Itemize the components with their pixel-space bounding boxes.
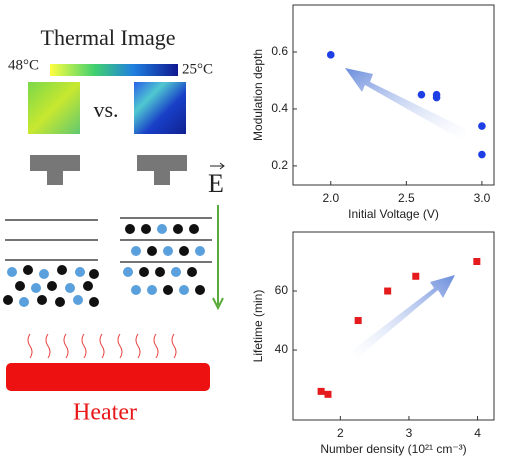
particle bbox=[73, 295, 83, 305]
particle bbox=[179, 246, 189, 256]
x-tick-label: 4 bbox=[474, 426, 481, 440]
y-tick-label: 0.6 bbox=[271, 44, 288, 58]
y-tick-label: 0.4 bbox=[271, 101, 288, 115]
x-tick-label: 2 bbox=[337, 426, 344, 440]
particle bbox=[57, 265, 67, 275]
cold-label: 25°C bbox=[182, 61, 213, 77]
particle bbox=[7, 267, 17, 277]
particle bbox=[195, 246, 205, 256]
particle bbox=[195, 285, 205, 295]
particle bbox=[75, 267, 85, 277]
particle bbox=[47, 281, 57, 291]
particle bbox=[65, 283, 75, 293]
particle bbox=[163, 246, 173, 256]
particle bbox=[83, 281, 93, 291]
particle bbox=[123, 267, 133, 277]
particle bbox=[187, 267, 197, 277]
trend-arrow bbox=[345, 68, 468, 140]
hot-label: 48°C bbox=[8, 57, 39, 73]
particle bbox=[131, 246, 141, 256]
x-tick-label: 2.5 bbox=[398, 191, 415, 205]
data-point bbox=[324, 390, 332, 398]
colorbar bbox=[50, 64, 178, 76]
particle bbox=[141, 224, 151, 234]
x-axis-label: Number density (10²¹ cm⁻³) bbox=[320, 442, 466, 456]
data-point bbox=[478, 122, 486, 130]
particle bbox=[157, 224, 167, 234]
particle bbox=[37, 295, 47, 305]
electrode bbox=[30, 155, 80, 185]
particle bbox=[147, 246, 157, 256]
particle bbox=[89, 269, 99, 279]
data-point bbox=[384, 287, 392, 295]
field-arrow bbox=[212, 205, 224, 311]
particle bbox=[55, 297, 65, 307]
particle bbox=[89, 297, 99, 307]
particle bbox=[3, 295, 13, 305]
field-label: E bbox=[208, 169, 224, 198]
particle bbox=[147, 285, 157, 295]
heater bbox=[6, 363, 210, 391]
particle bbox=[189, 224, 199, 234]
particle bbox=[39, 269, 49, 279]
electrode bbox=[137, 155, 187, 185]
y-axis-label: Modulation depth bbox=[251, 49, 265, 141]
heat-waves bbox=[27, 333, 177, 359]
layers bbox=[5, 217, 212, 263]
thermal-image-cold bbox=[134, 82, 186, 134]
data-point bbox=[317, 387, 325, 395]
y-tick-label: 40 bbox=[275, 342, 289, 356]
trend-arrow bbox=[350, 275, 455, 360]
particle bbox=[15, 281, 25, 291]
x-tick-label: 2.0 bbox=[322, 191, 339, 205]
x-tick-label: 3.0 bbox=[474, 191, 491, 205]
y-tick-label: 60 bbox=[275, 283, 289, 297]
x-tick-label: 3 bbox=[406, 426, 413, 440]
data-point bbox=[478, 150, 486, 159]
particle bbox=[173, 224, 183, 234]
data-point bbox=[412, 272, 420, 280]
y-axis-label: Lifetime (min) bbox=[251, 290, 265, 363]
y-tick-label: 0.2 bbox=[271, 158, 288, 172]
particle bbox=[179, 285, 189, 295]
particle bbox=[125, 224, 135, 234]
thermal-image-hot bbox=[28, 82, 80, 134]
vector-arrow bbox=[210, 162, 225, 170]
heater-label: Heater bbox=[73, 400, 137, 426]
data-point bbox=[326, 51, 335, 59]
particle bbox=[131, 285, 141, 295]
data-point bbox=[432, 93, 441, 102]
data-point bbox=[354, 317, 362, 325]
particle bbox=[31, 283, 41, 293]
particle bbox=[23, 265, 33, 275]
particle bbox=[155, 267, 165, 277]
thermal-title: Thermal Image bbox=[41, 25, 176, 50]
versus: vs. bbox=[93, 97, 118, 122]
data-point bbox=[417, 90, 426, 99]
particle bbox=[163, 285, 173, 295]
particle bbox=[139, 267, 149, 277]
particle bbox=[171, 267, 181, 277]
plot-frame bbox=[292, 4, 495, 186]
particles bbox=[3, 224, 205, 307]
particle bbox=[19, 297, 29, 307]
data-point bbox=[473, 258, 481, 266]
x-axis-label: Initial Voltage (V) bbox=[348, 207, 439, 221]
plot-frame bbox=[292, 231, 495, 421]
